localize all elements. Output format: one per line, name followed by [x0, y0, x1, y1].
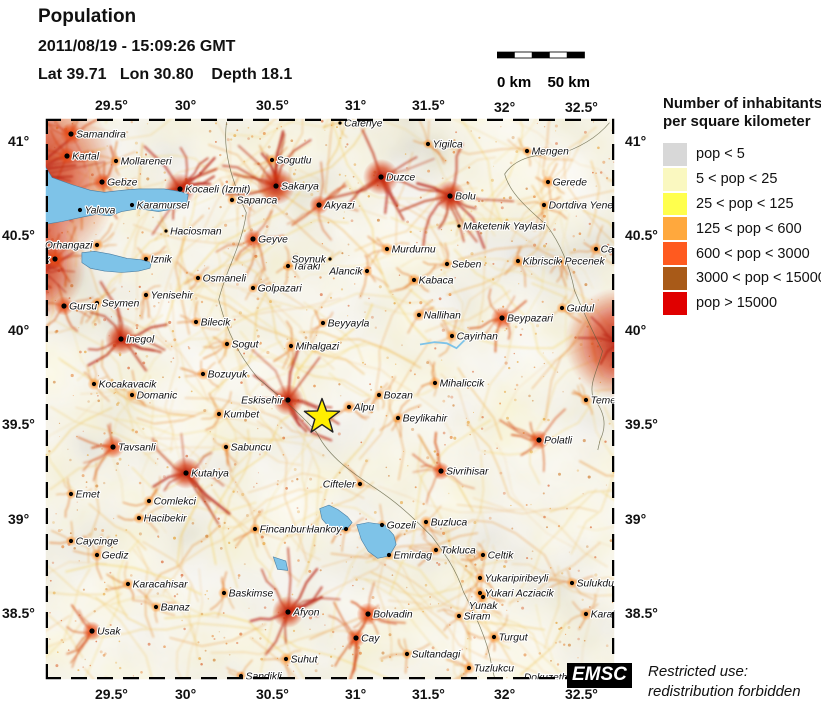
svg-text:Gemlik: Gemlik	[45, 255, 51, 266]
svg-text:Sabuncu: Sabuncu	[231, 443, 272, 454]
svg-text:Karacahisar: Karacahisar	[133, 580, 189, 591]
svg-text:Yukari Acziacik: Yukari Acziacik	[485, 589, 555, 600]
svg-text:Kartal: Kartal	[72, 152, 100, 163]
svg-text:Celtik: Celtik	[488, 551, 515, 562]
svg-text:Beypazari: Beypazari	[507, 314, 554, 325]
svg-text:Sogutlu: Sogutlu	[277, 156, 312, 167]
svg-text:Polatli: Polatli	[544, 436, 573, 447]
svg-text:Dokuzeth: Dokuzeth	[524, 673, 568, 681]
svg-text:Tokluca: Tokluca	[441, 546, 476, 557]
svg-text:Sandikli: Sandikli	[246, 672, 283, 681]
svg-text:Sogut: Sogut	[232, 340, 260, 351]
svg-text:Bolvadin: Bolvadin	[373, 610, 413, 621]
svg-text:Caferiye: Caferiye	[344, 119, 383, 130]
svg-text:Eskisehir: Eskisehir	[241, 396, 283, 407]
svg-text:Yukaripiribeyli: Yukaripiribeyli	[485, 574, 549, 585]
svg-text:Nallihan: Nallihan	[424, 311, 461, 322]
svg-text:Kibriscik: Kibriscik	[523, 257, 562, 268]
svg-text:Suhut: Suhut	[291, 655, 319, 666]
svg-text:Tavsanli: Tavsanli	[118, 443, 156, 454]
svg-text:Gebze: Gebze	[107, 178, 138, 189]
svg-text:Usak: Usak	[97, 627, 121, 638]
svg-text:Inegol: Inegol	[126, 335, 155, 346]
svg-text:Yalova: Yalova	[85, 206, 116, 217]
svg-text:Gozeli: Gozeli	[387, 521, 417, 532]
svg-text:Maketenik Yaylasi: Maketenik Yaylasi	[463, 222, 546, 233]
svg-text:Kocaeli (Izmit): Kocaeli (Izmit)	[185, 185, 250, 196]
svg-text:Yunak: Yunak	[469, 601, 499, 612]
svg-text:Duzce: Duzce	[386, 173, 415, 184]
svg-text:Alancik: Alancik	[328, 267, 363, 278]
svg-text:Seben: Seben	[452, 260, 482, 271]
svg-text:Comlekci: Comlekci	[154, 497, 197, 508]
svg-text:Hacibekir: Hacibekir	[144, 514, 187, 525]
svg-text:Sulukdu: Sulukdu	[577, 579, 614, 590]
svg-text:Cay: Cay	[361, 634, 380, 645]
svg-text:Tuzlukcu: Tuzlukcu	[474, 664, 515, 675]
svg-text:Kabaca: Kabaca	[419, 276, 454, 287]
svg-text:Buzluca: Buzluca	[431, 518, 468, 529]
svg-text:Haciosman: Haciosman	[170, 227, 222, 238]
svg-text:Bilecik: Bilecik	[201, 318, 232, 329]
svg-text:Sivrihisar: Sivrihisar	[446, 467, 489, 478]
svg-text:Soynuk: Soynuk	[292, 255, 327, 266]
svg-text:Emet: Emet	[76, 490, 101, 501]
svg-text:Emirdag: Emirdag	[394, 551, 433, 562]
svg-text:Siram: Siram	[464, 612, 491, 623]
svg-text:Yenisehir: Yenisehir	[151, 291, 194, 302]
svg-text:Afyon: Afyon	[292, 608, 320, 619]
svg-text:Yigilca: Yigilca	[433, 140, 463, 151]
svg-text:Gursu: Gursu	[69, 302, 97, 313]
svg-text:Mihalgazi: Mihalgazi	[296, 342, 340, 353]
svg-text:Golpazari: Golpazari	[258, 284, 303, 295]
svg-text:Bolu: Bolu	[455, 192, 476, 203]
svg-text:Karamursel: Karamursel	[137, 201, 190, 212]
svg-text:Hankoy: Hankoy	[306, 525, 342, 536]
svg-text:Akyazi: Akyazi	[323, 201, 355, 212]
svg-text:Baskimse: Baskimse	[229, 589, 274, 600]
svg-text:Beyyayla: Beyyayla	[328, 319, 370, 330]
svg-text:Beylikahir: Beylikahir	[403, 414, 448, 425]
svg-text:Sapanca: Sapanca	[237, 196, 278, 207]
svg-text:Mihaliccik: Mihaliccik	[440, 379, 485, 390]
svg-text:Karabiy: Karabiy	[591, 610, 615, 621]
svg-text:Caycinge: Caycinge	[76, 537, 119, 548]
svg-text:Samandira: Samandira	[76, 130, 126, 141]
svg-text:Murdurnu: Murdurnu	[392, 245, 436, 256]
svg-text:Bozuyuk: Bozuyuk	[208, 370, 248, 381]
svg-text:Gudul: Gudul	[567, 304, 595, 315]
svg-text:Pecenek: Pecenek	[565, 257, 606, 268]
svg-text:Car: Car	[601, 245, 615, 256]
svg-text:Dortdiva Yenecik: Dortdiva Yenecik	[549, 201, 615, 212]
svg-text:Iznik: Iznik	[151, 255, 173, 266]
svg-text:Alpu: Alpu	[353, 403, 375, 414]
svg-text:Seymen: Seymen	[102, 299, 140, 310]
svg-text:Temelli: Temelli	[591, 396, 615, 407]
svg-text:Kutahya: Kutahya	[191, 469, 229, 480]
svg-text:Bozan: Bozan	[384, 391, 413, 402]
svg-text:Cifteler: Cifteler	[323, 480, 356, 491]
svg-text:Gediz: Gediz	[102, 551, 129, 562]
svg-text:Gerede: Gerede	[553, 178, 588, 189]
svg-text:Kumbet: Kumbet	[224, 410, 261, 421]
svg-text:Sakarya: Sakarya	[281, 182, 319, 193]
svg-text:Geyve: Geyve	[258, 235, 288, 246]
svg-text:Orhangazi: Orhangazi	[45, 241, 93, 252]
svg-text:Turgut: Turgut	[499, 633, 529, 644]
svg-text:Domanic: Domanic	[137, 391, 178, 402]
svg-text:Osmaneli: Osmaneli	[203, 274, 247, 285]
svg-text:Banaz: Banaz	[161, 603, 190, 614]
svg-text:Sultandagi: Sultandagi	[412, 650, 461, 661]
svg-text:Cayirhan: Cayirhan	[457, 332, 498, 343]
svg-text:Mengen: Mengen	[532, 147, 569, 158]
svg-text:Kocakavacik: Kocakavacik	[99, 380, 158, 391]
svg-text:Mollareneri: Mollareneri	[121, 157, 173, 168]
